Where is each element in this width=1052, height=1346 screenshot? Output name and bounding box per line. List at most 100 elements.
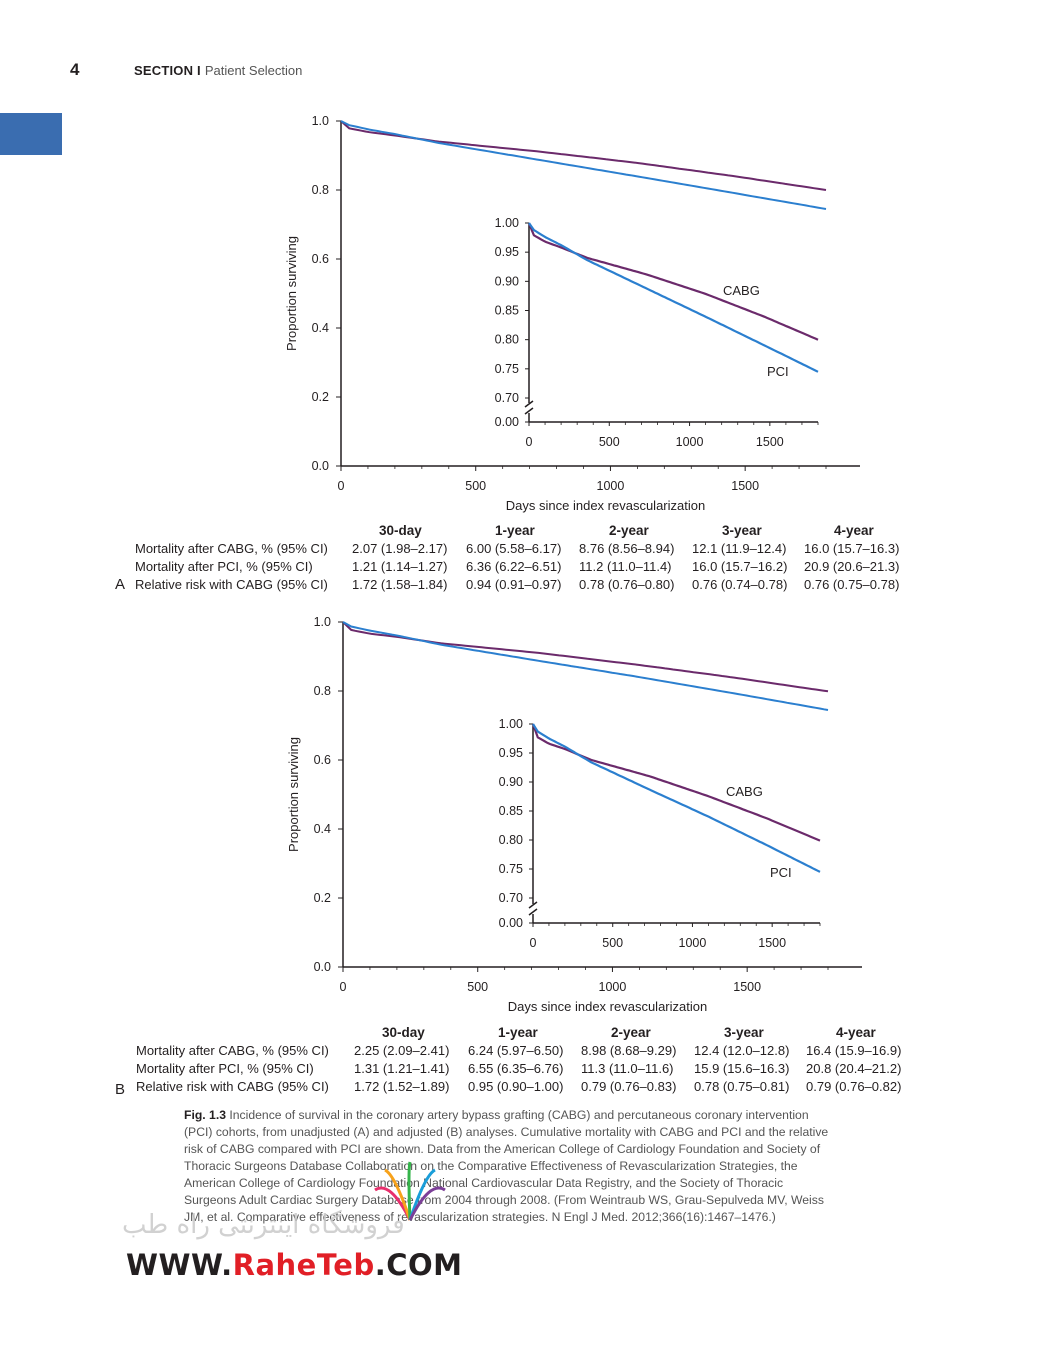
inset-annotation-cabg: CABG	[723, 283, 760, 298]
watermark-persian: فروشگاه اینترنتی راه طب	[122, 1210, 405, 1240]
table-cell: 11.3 (11.0–11.6)	[581, 1061, 674, 1076]
section-title: Patient Selection	[204, 63, 303, 78]
table-cell: 15.9 (15.6–16.3)	[694, 1061, 790, 1076]
x-tick-label: 500	[467, 980, 488, 994]
table-header-row: 30-day 1-year 2-year 3-year 4-year	[136, 1024, 916, 1042]
inset-x-tick-label: 500	[602, 936, 623, 950]
inset-y-tick-label: 0.90	[495, 274, 519, 288]
table-cell: 16.4 (15.9–16.9)	[806, 1043, 902, 1058]
table-row: Mortality after CABG, % (95% CI) 2.07 (1…	[135, 540, 915, 558]
row-label: Relative risk with CABG (95% CI)	[135, 577, 328, 592]
table-cell: 6.55 (6.35–6.76)	[468, 1061, 564, 1076]
mortality-table-a: 30-day 1-year 2-year 3-year 4-year Morta…	[135, 522, 915, 594]
row-label: Mortality after PCI, % (95% CI)	[136, 1061, 314, 1076]
caption-text: Incidence of survival in the coronary ar…	[184, 1108, 829, 1224]
section-label: SECTION I	[134, 63, 201, 78]
table-cell: 2.25 (2.09–2.41)	[354, 1043, 450, 1058]
inset-series-line-pci	[532, 723, 821, 873]
table-cell: 0.78 (0.76–0.80)	[579, 577, 675, 592]
table-cell: 0.76 (0.74–0.78)	[692, 577, 788, 592]
table-cell: 12.4 (12.0–12.8)	[694, 1043, 790, 1058]
panel-letter-a: A	[115, 576, 126, 593]
col-header: 2-year	[611, 1025, 651, 1040]
inset-annotation-pci: PCI	[770, 865, 792, 880]
inset-y-tick-label: 0.70	[495, 391, 519, 405]
section-tab	[0, 113, 62, 155]
table-cell: 20.8 (20.4–21.2)	[806, 1061, 902, 1076]
inset-x-tick-label: 1000	[679, 936, 707, 950]
table-cell: 1.72 (1.52–1.89)	[354, 1079, 450, 1094]
inset-series-line-pci	[528, 222, 819, 373]
page-number: 4	[70, 60, 80, 79]
inset-y-tick-label: 0.85	[499, 804, 523, 818]
table-row: Relative risk with CABG (95% CI) 1.72 (1…	[136, 1078, 916, 1096]
inset-y-tick-label: 0.00	[495, 415, 519, 429]
y-tick-label: 0.0	[314, 960, 331, 974]
table-row: Mortality after PCI, % (95% CI) 1.31 (1.…	[136, 1060, 916, 1078]
table-cell: 1.72 (1.58–1.84)	[352, 577, 448, 592]
inset-y-tick-label: 0.85	[495, 304, 519, 318]
table-cell: 16.0 (15.7–16.2)	[692, 559, 788, 574]
inset-y-tick-label: 0.95	[495, 245, 519, 259]
table-row: Mortality after CABG, % (95% CI) 2.25 (2…	[136, 1042, 916, 1060]
panel-letter-b: B	[115, 1081, 126, 1098]
inset-annotation-pci: PCI	[767, 364, 789, 379]
table-cell: 0.94 (0.91–0.97)	[466, 577, 562, 592]
col-header: 30-day	[382, 1025, 425, 1040]
inset-y-tick-label: 0.75	[495, 362, 519, 376]
running-header: SECTION I Patient Selection	[134, 63, 302, 78]
x-tick-label: 1500	[733, 980, 761, 994]
watermark-url: WWW.RaheTeb.COM	[126, 1248, 463, 1282]
y-tick-label: 0.2	[314, 891, 331, 905]
inset-x-tick-label: 0	[530, 936, 537, 950]
x-tick-label: 1000	[599, 980, 627, 994]
watermark-url-prefix: WWW.	[126, 1248, 233, 1282]
x-tick-label: 500	[465, 479, 486, 493]
x-tick-label: 0	[338, 479, 345, 493]
row-label: Mortality after PCI, % (95% CI)	[135, 559, 313, 574]
inset-x-tick-label: 0	[526, 435, 533, 449]
inset-y-tick-label: 0.90	[499, 775, 523, 789]
table-header-row: 30-day 1-year 2-year 3-year 4-year	[135, 522, 915, 540]
figure-caption: Fig. 1.3 Incidence of survival in the co…	[184, 1107, 834, 1226]
y-tick-label: 0.2	[312, 390, 329, 404]
table-cell: 16.0 (15.7–16.3)	[804, 541, 900, 556]
inset-annotation-cabg: CABG	[726, 784, 763, 799]
y-axis-label: Proportion surviving	[286, 737, 301, 852]
inset-x-tick-label: 1500	[756, 435, 784, 449]
table-cell: 8.98 (8.68–9.29)	[581, 1043, 677, 1058]
table-cell: 0.76 (0.75–0.78)	[804, 577, 900, 592]
row-label: Relative risk with CABG (95% CI)	[136, 1079, 329, 1094]
table-cell: 1.21 (1.14–1.27)	[352, 559, 448, 574]
table-cell: 6.36 (6.22–6.51)	[466, 559, 562, 574]
table-cell: 0.79 (0.76–0.83)	[581, 1079, 677, 1094]
table-cell: 0.79 (0.76–0.82)	[806, 1079, 902, 1094]
inset-y-tick-label: 1.00	[495, 216, 519, 230]
x-axis-label: Days since index revascularization	[508, 999, 707, 1014]
y-tick-label: 1.0	[312, 114, 329, 128]
table-cell: 6.24 (5.97–6.50)	[468, 1043, 564, 1058]
y-axis-label: Proportion surviving	[284, 236, 299, 351]
book-logo-icon	[374, 1161, 446, 1221]
col-header: 4-year	[836, 1025, 876, 1040]
y-tick-label: 0.6	[312, 252, 329, 266]
table-cell: 8.76 (8.56–8.94)	[579, 541, 675, 556]
table-cell: 1.31 (1.21–1.41)	[354, 1061, 450, 1076]
watermark-url-suffix: .COM	[374, 1248, 463, 1282]
watermark-url-brand: RaheTeb	[232, 1248, 375, 1282]
col-header: 1-year	[498, 1025, 538, 1040]
inset-y-tick-label: 0.80	[495, 333, 519, 347]
inset-x-tick-label: 1000	[676, 435, 704, 449]
table-row: Mortality after PCI, % (95% CI) 1.21 (1.…	[135, 558, 915, 576]
y-tick-label: 0.8	[314, 684, 331, 698]
series-line-pci	[340, 120, 827, 210]
table-cell: 11.2 (11.0–11.4)	[579, 559, 672, 574]
x-tick-label: 0	[340, 980, 347, 994]
inset-x-tick-label: 1500	[758, 936, 786, 950]
inset-y-tick-label: 0.75	[499, 862, 523, 876]
inset-y-tick-label: 0.80	[499, 833, 523, 847]
table-cell: 6.00 (5.58–6.17)	[466, 541, 562, 556]
row-label: Mortality after CABG, % (95% CI)	[135, 541, 328, 556]
mortality-table-b: 30-day 1-year 2-year 3-year 4-year Morta…	[136, 1024, 916, 1096]
table-cell: 0.78 (0.75–0.81)	[694, 1079, 790, 1094]
